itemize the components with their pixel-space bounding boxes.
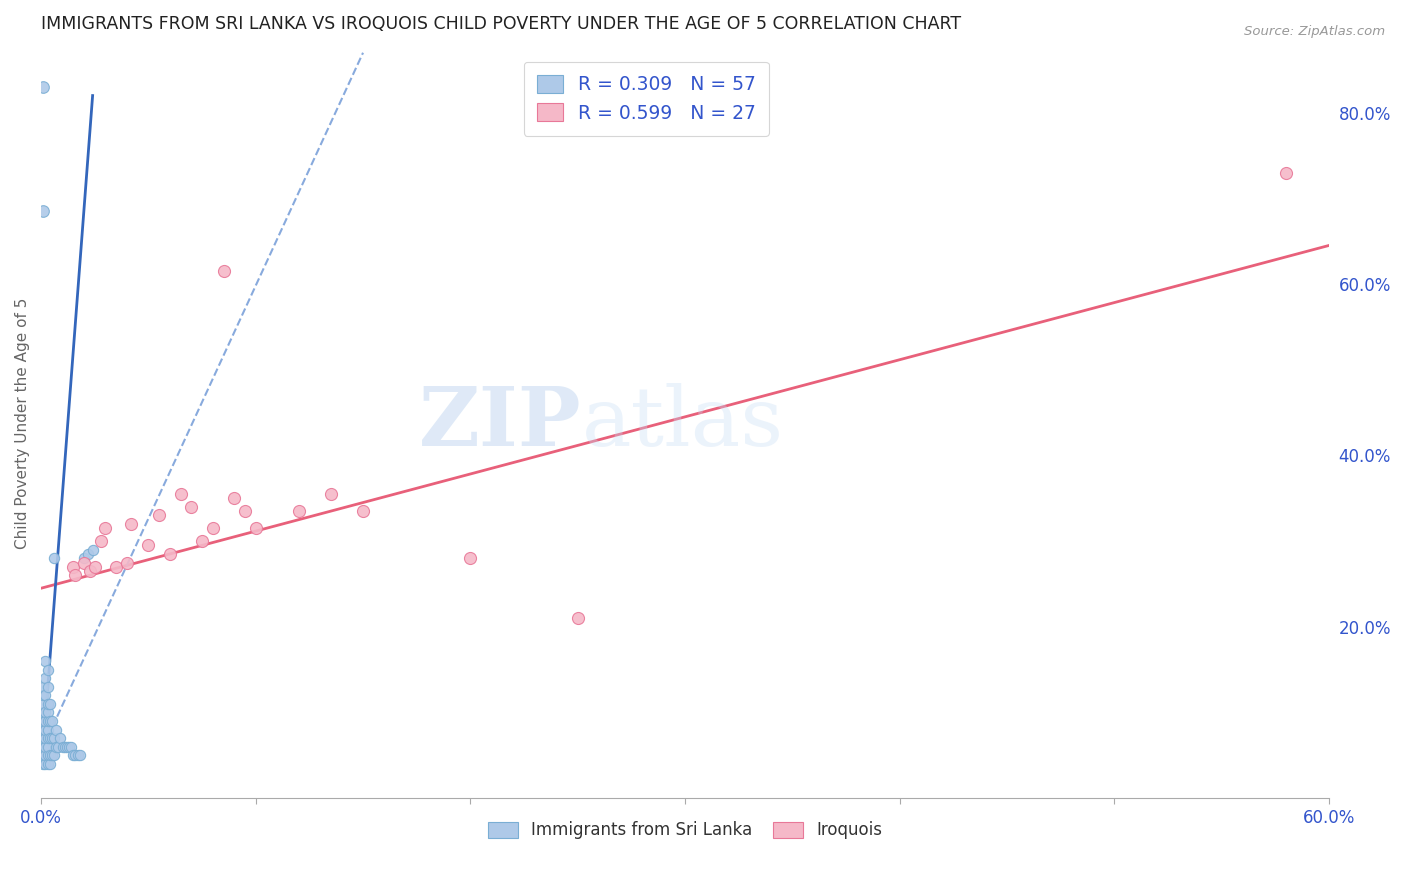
Point xyxy=(37,697,59,711)
Point xyxy=(32,723,55,737)
Point xyxy=(65,568,87,582)
Point xyxy=(34,739,56,754)
Point xyxy=(56,739,79,754)
Point xyxy=(38,714,60,728)
Text: ZIP: ZIP xyxy=(419,384,582,463)
Point xyxy=(169,487,191,501)
Text: Source: ZipAtlas.com: Source: ZipAtlas.com xyxy=(1244,25,1385,38)
Legend: Immigrants from Sri Lanka, Iroquois: Immigrants from Sri Lanka, Iroquois xyxy=(481,814,889,846)
Point xyxy=(34,731,56,746)
Point xyxy=(245,521,267,535)
Point xyxy=(138,538,160,552)
Point xyxy=(37,723,59,737)
Point xyxy=(66,748,89,763)
Point xyxy=(34,756,56,771)
Point xyxy=(62,748,84,763)
Y-axis label: Child Poverty Under the Age of 5: Child Poverty Under the Age of 5 xyxy=(15,298,30,549)
Point xyxy=(34,654,56,668)
Point xyxy=(46,739,69,754)
Point xyxy=(32,748,55,763)
Point xyxy=(42,731,65,746)
Point xyxy=(58,739,80,754)
Point xyxy=(34,689,56,703)
Point xyxy=(32,680,55,694)
Point xyxy=(105,559,128,574)
Point xyxy=(73,551,96,566)
Point xyxy=(32,80,55,95)
Point xyxy=(42,748,65,763)
Point xyxy=(319,487,342,501)
Point xyxy=(94,521,117,535)
Point xyxy=(32,697,55,711)
Point xyxy=(41,731,63,746)
Point xyxy=(34,671,56,685)
Point xyxy=(90,534,112,549)
Point xyxy=(32,739,55,754)
Point xyxy=(32,756,55,771)
Point xyxy=(180,500,202,514)
Point xyxy=(45,723,67,737)
Point xyxy=(34,723,56,737)
Point xyxy=(37,663,59,677)
Point xyxy=(34,706,56,720)
Point xyxy=(148,508,170,523)
Point xyxy=(65,748,87,763)
Point xyxy=(37,680,59,694)
Point xyxy=(224,491,246,506)
Point xyxy=(37,714,59,728)
Point xyxy=(73,556,96,570)
Point xyxy=(77,547,100,561)
Point xyxy=(34,714,56,728)
Point xyxy=(38,731,60,746)
Point xyxy=(37,731,59,746)
Point xyxy=(41,714,63,728)
Point xyxy=(49,731,72,746)
Point xyxy=(191,534,214,549)
Point xyxy=(233,504,256,518)
Point xyxy=(34,748,56,763)
Point xyxy=(53,739,76,754)
Point xyxy=(69,748,91,763)
Point xyxy=(37,706,59,720)
Point xyxy=(1275,166,1298,180)
Point xyxy=(42,551,65,566)
Point xyxy=(38,748,60,763)
Point xyxy=(159,547,181,561)
Point xyxy=(32,714,55,728)
Point xyxy=(79,564,101,578)
Point xyxy=(352,504,374,518)
Point xyxy=(32,731,55,746)
Point xyxy=(52,739,75,754)
Point xyxy=(62,559,84,574)
Point xyxy=(460,551,482,566)
Point xyxy=(32,706,55,720)
Point xyxy=(37,756,59,771)
Point xyxy=(32,689,55,703)
Point xyxy=(82,542,104,557)
Point xyxy=(45,739,67,754)
Point xyxy=(37,739,59,754)
Point xyxy=(83,559,105,574)
Point xyxy=(287,504,309,518)
Point xyxy=(212,264,235,278)
Point xyxy=(60,739,83,754)
Point xyxy=(41,748,63,763)
Point xyxy=(201,521,224,535)
Point xyxy=(115,556,138,570)
Text: atlas: atlas xyxy=(582,384,785,463)
Point xyxy=(32,204,55,219)
Point xyxy=(567,611,589,625)
Text: IMMIGRANTS FROM SRI LANKA VS IROQUOIS CHILD POVERTY UNDER THE AGE OF 5 CORRELATI: IMMIGRANTS FROM SRI LANKA VS IROQUOIS CH… xyxy=(41,15,962,33)
Point xyxy=(38,756,60,771)
Point xyxy=(38,697,60,711)
Point xyxy=(120,516,142,531)
Point xyxy=(37,748,59,763)
